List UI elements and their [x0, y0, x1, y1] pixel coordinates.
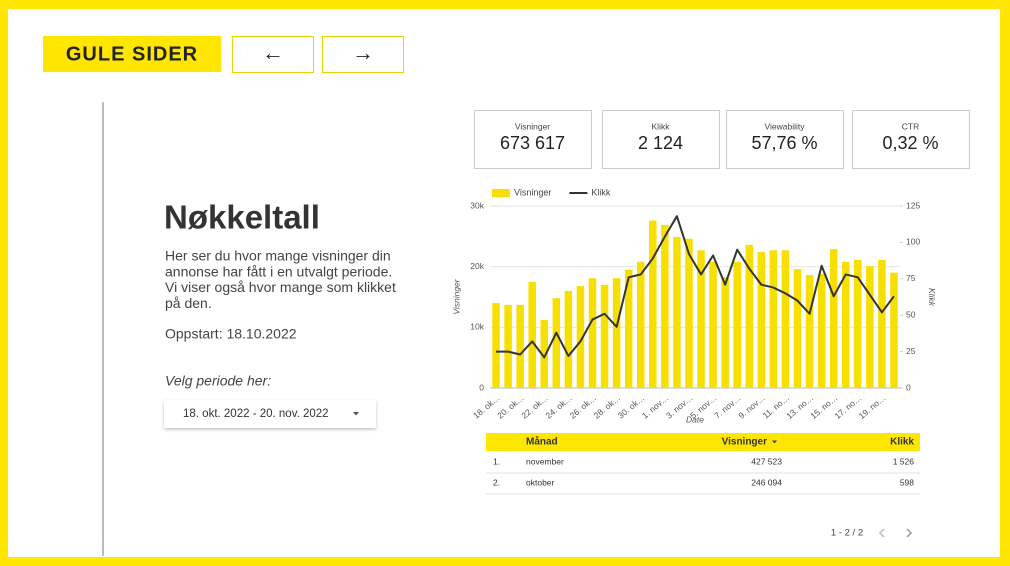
bar — [841, 261, 850, 388]
legend-label: Klikk — [591, 187, 611, 197]
bar — [528, 281, 536, 388]
bar — [709, 261, 717, 388]
forward-button[interactable] — [322, 36, 404, 73]
y-tick-label: 10k — [470, 322, 484, 332]
bar — [564, 290, 573, 388]
y2-tick-label: 75 — [906, 273, 916, 283]
y2-tick-label: 0 — [906, 382, 911, 392]
kpi-card — [474, 110, 592, 169]
section-title: Nøkkeltall — [164, 199, 320, 236]
kpi-label: Klikk — [652, 121, 671, 131]
bar — [805, 275, 814, 388]
bar — [649, 220, 657, 388]
column-header[interactable]: Månad — [526, 436, 558, 448]
bar — [576, 286, 585, 388]
intro-line: på den. — [165, 295, 212, 311]
x-axis-title: Date — [686, 414, 704, 424]
bar — [685, 238, 693, 388]
kpi-value: 2 124 — [638, 133, 683, 153]
bar — [624, 269, 633, 388]
legend-swatch — [492, 189, 510, 197]
sort-icon[interactable] — [772, 440, 777, 444]
bar — [600, 284, 609, 388]
logo[interactable]: GULE SIDER — [66, 43, 198, 65]
period-label: Velg periode her: — [165, 373, 271, 389]
y2-tick-label: 125 — [906, 200, 920, 210]
bar — [866, 266, 874, 388]
y-axis-title: Visninger — [451, 278, 461, 314]
bar — [829, 249, 838, 388]
kpi-card — [726, 110, 844, 169]
bar — [793, 269, 802, 388]
y2-axis-title: Klikk — [927, 288, 937, 307]
start-date: Oppstart: 18.10.2022 — [165, 326, 297, 342]
y2-tick-label: 100 — [906, 237, 920, 247]
bar — [588, 278, 597, 388]
logo-box[interactable] — [43, 36, 221, 72]
legend-label: Visninger — [514, 187, 551, 197]
y-tick-label: 20k — [470, 261, 484, 271]
column-header[interactable]: Klikk — [890, 437, 914, 448]
table-cell: 246 094 — [751, 477, 782, 487]
period-value[interactable]: 18. okt. 2022 - 20. nov. 2022 — [183, 408, 329, 420]
intro-line: annonse har fått i en utvalgt periode. — [165, 263, 392, 279]
kpi-label: Viewability — [764, 121, 805, 131]
table-cell: 1 526 — [893, 456, 915, 466]
bar — [878, 259, 886, 388]
pagination: 1 - 2 / 2 — [831, 528, 863, 539]
table-cell: november — [526, 456, 564, 466]
back-arrow[interactable]: ← — [262, 40, 284, 65]
bar — [890, 272, 898, 388]
bar — [757, 252, 766, 388]
table-cell: 427 523 — [751, 456, 782, 466]
kpi-card — [852, 110, 970, 169]
line — [496, 215, 895, 359]
bar — [516, 304, 524, 388]
canvas — [8, 9, 1000, 557]
prev-page[interactable] — [878, 528, 885, 538]
kpi-label: Visninger — [515, 121, 550, 131]
intro-line: Vi viser også hvor mange som klikket — [165, 279, 396, 295]
intro-line: Her ser du hvor mange visninger din — [165, 248, 391, 264]
bar — [854, 259, 862, 388]
bar — [721, 276, 729, 388]
kpi-card — [602, 110, 720, 169]
bar — [612, 278, 621, 388]
bar — [769, 250, 778, 388]
bar — [745, 244, 754, 388]
table-cell: 1. — [493, 456, 500, 466]
kpi-value: 57,76 % — [751, 133, 817, 153]
table-cell: oktober — [526, 477, 555, 487]
next-page[interactable] — [906, 528, 913, 538]
period-dropdown[interactable] — [164, 400, 376, 428]
bar — [492, 303, 500, 388]
table-header — [486, 433, 920, 451]
y-tick-label: 0 — [479, 382, 484, 392]
y2-tick-label: 25 — [906, 346, 916, 356]
kpi-value: 673 617 — [500, 133, 565, 153]
bar — [673, 236, 681, 388]
y-tick-label: 30k — [470, 200, 484, 210]
kpi-label: CTR — [902, 121, 919, 131]
table-cell: 598 — [900, 477, 914, 487]
bar — [636, 261, 645, 388]
bar — [733, 261, 741, 388]
bar — [504, 304, 512, 388]
back-button[interactable] — [232, 36, 314, 73]
y2-tick-label: 50 — [906, 309, 916, 319]
bar — [540, 320, 549, 388]
forward-arrow[interactable]: → — [352, 40, 374, 65]
bar — [781, 250, 790, 388]
bar — [817, 273, 826, 388]
table-cell: 2. — [493, 477, 500, 487]
bar — [552, 298, 561, 388]
bar — [661, 224, 669, 388]
kpi-value: 0,32 % — [882, 133, 938, 153]
dropdown-caret[interactable] — [353, 412, 359, 416]
column-header[interactable]: Visninger — [722, 437, 767, 448]
bar — [697, 250, 705, 388]
